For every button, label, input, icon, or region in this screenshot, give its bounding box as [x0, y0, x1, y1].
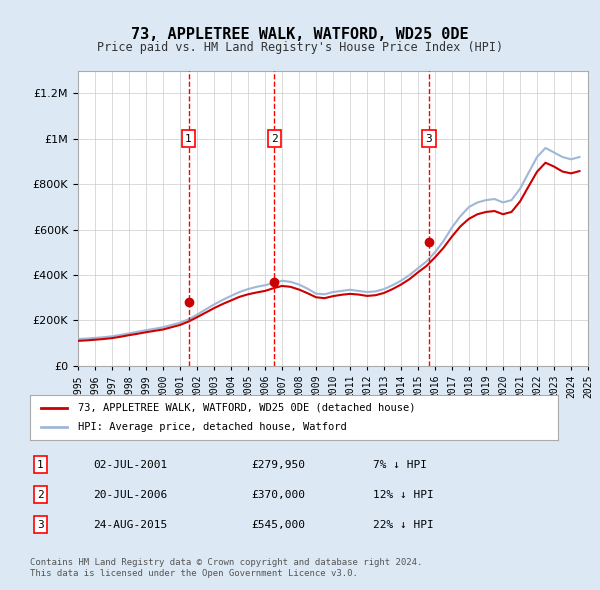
Text: 22% ↓ HPI: 22% ↓ HPI [373, 520, 434, 530]
Text: 2: 2 [37, 490, 44, 500]
Text: 2: 2 [271, 134, 278, 143]
Text: 20-JUL-2006: 20-JUL-2006 [94, 490, 167, 500]
Text: 24-AUG-2015: 24-AUG-2015 [94, 520, 167, 530]
Text: 3: 3 [37, 520, 44, 530]
Text: HPI: Average price, detached house, Watford: HPI: Average price, detached house, Watf… [77, 422, 346, 432]
Text: 1: 1 [185, 134, 192, 143]
Text: £279,950: £279,950 [252, 460, 306, 470]
Text: 1: 1 [37, 460, 44, 470]
Text: Price paid vs. HM Land Registry's House Price Index (HPI): Price paid vs. HM Land Registry's House … [97, 41, 503, 54]
Text: 12% ↓ HPI: 12% ↓ HPI [373, 490, 434, 500]
Text: 3: 3 [425, 134, 433, 143]
Text: Contains HM Land Registry data © Crown copyright and database right 2024.: Contains HM Land Registry data © Crown c… [30, 558, 422, 566]
Text: 02-JUL-2001: 02-JUL-2001 [94, 460, 167, 470]
Text: 73, APPLETREE WALK, WATFORD, WD25 0DE: 73, APPLETREE WALK, WATFORD, WD25 0DE [131, 27, 469, 41]
Text: 73, APPLETREE WALK, WATFORD, WD25 0DE (detached house): 73, APPLETREE WALK, WATFORD, WD25 0DE (d… [77, 403, 415, 412]
Text: 7% ↓ HPI: 7% ↓ HPI [373, 460, 427, 470]
Text: £370,000: £370,000 [252, 490, 306, 500]
Text: This data is licensed under the Open Government Licence v3.0.: This data is licensed under the Open Gov… [30, 569, 358, 578]
Text: £545,000: £545,000 [252, 520, 306, 530]
